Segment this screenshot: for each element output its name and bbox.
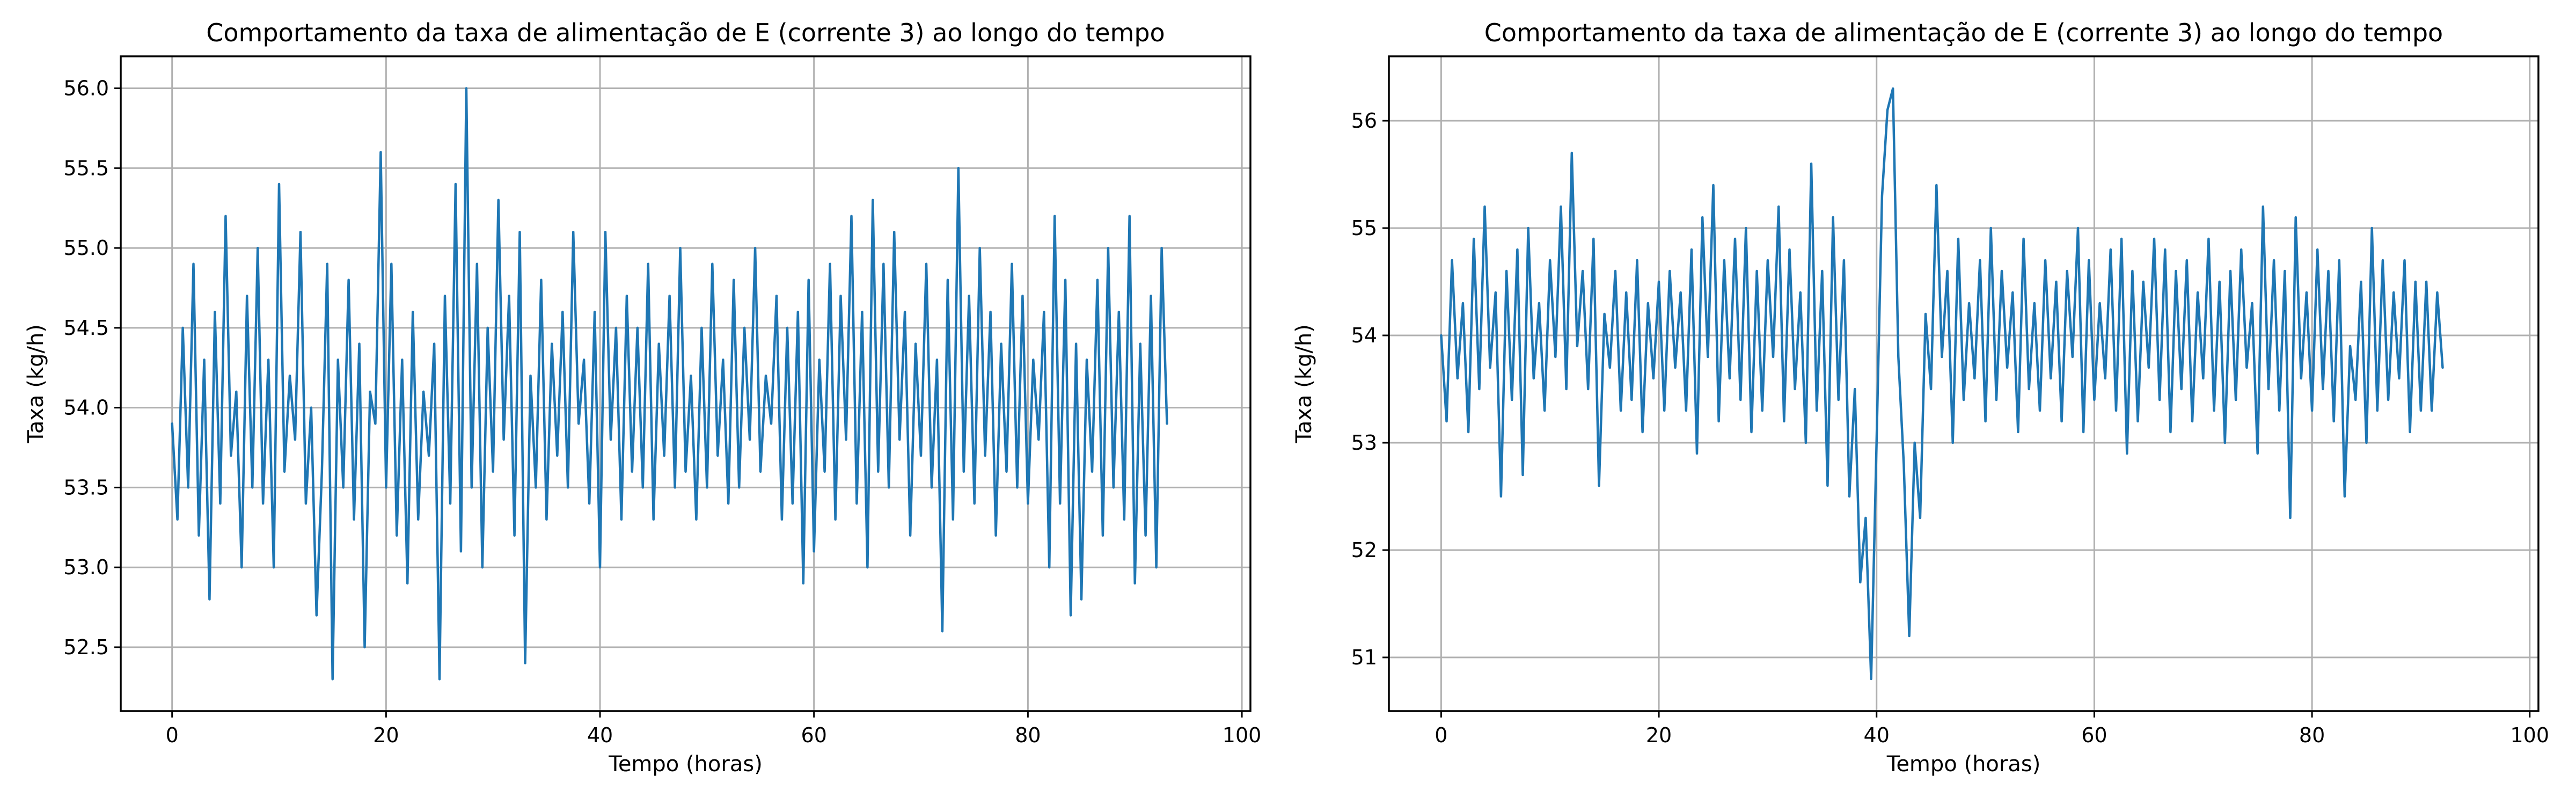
right-chart-title: Comportamento da taxa de alimentação de … [1484,18,2443,47]
right-chart-x-tick-label: 0 [1435,723,1447,747]
left-chart-y-tick-label: 55.0 [63,236,109,260]
left-chart-y-tick-label: 55.5 [63,156,109,180]
left-chart-x-tick-label: 100 [1223,723,1262,747]
right-chart-y-axis-label: Taxa (kg/h) [1292,324,1316,444]
right-chart-y-tick-label: 51 [1351,646,1377,669]
left-chart-x-tick-label: 20 [373,723,399,747]
right-chart-y-tick-label: 52 [1351,538,1377,562]
left-chart-y-ticks: 52.5 53.0 53.5 54.0 54.5 55.0 55.5 56.0 [63,77,121,659]
left-chart-y-tick-label: 54.5 [63,316,109,340]
right-chart: 0 20 40 60 80 100 51 52 53 54 55 56 Comportamento … [1292,18,2549,777]
left-chart-y-tick-label: 56.0 [63,77,109,100]
right-chart-plot-area [1388,55,2540,712]
left-chart-x-tick-label: 0 [166,723,179,747]
right-chart-y-tick-label: 53 [1351,431,1377,455]
left-chart-y-axis-label: Taxa (kg/h) [24,324,48,444]
right-chart-x-axis-label: Tempo (horas) [1886,752,2041,777]
left-chart-y-tick-label: 53.5 [63,475,109,499]
left-chart-x-tick-label: 60 [801,723,827,747]
left-chart-series [171,87,1168,680]
left-chart-x-tick-label: 80 [1015,723,1041,747]
left-chart-series-line [171,87,1168,680]
left-chart-y-tick-label: 54.0 [63,396,109,420]
right-chart-y-tick-label: 56 [1351,109,1377,133]
right-chart-x-ticks: 0 20 40 60 80 100 [1435,711,2549,747]
right-chart-x-tick-label: 40 [1864,723,1890,747]
left-chart-y-tick-label: 52.5 [63,635,109,659]
left-chart-title: Comportamento da taxa de alimentação de … [206,18,1165,47]
left-chart-x-ticks: 0 20 40 60 80 100 [166,711,1262,747]
right-chart-x-tick-label: 100 [2511,723,2550,747]
right-chart-y-ticks: 51 52 53 54 55 56 [1351,109,1389,669]
left-chart-x-tick-label: 40 [587,723,613,747]
right-chart-x-tick-label: 80 [2299,723,2325,747]
right-chart-y-tick-label: 54 [1351,324,1377,347]
right-chart-series-line [1440,87,2444,680]
left-chart: 0 20 40 60 80 100 52.5 53.0 53.5 54.0 54.5 55.0 55.… [24,18,1261,777]
left-chart-x-axis-label: Tempo (horas) [608,752,763,777]
left-chart-plot-area [120,55,1252,712]
right-chart-y-tick-label: 55 [1351,216,1377,240]
right-chart-series [1440,87,2444,680]
right-chart-x-tick-label: 20 [1646,723,1672,747]
left-chart-y-tick-label: 53.0 [63,555,109,579]
right-chart-x-tick-label: 60 [2081,723,2107,747]
